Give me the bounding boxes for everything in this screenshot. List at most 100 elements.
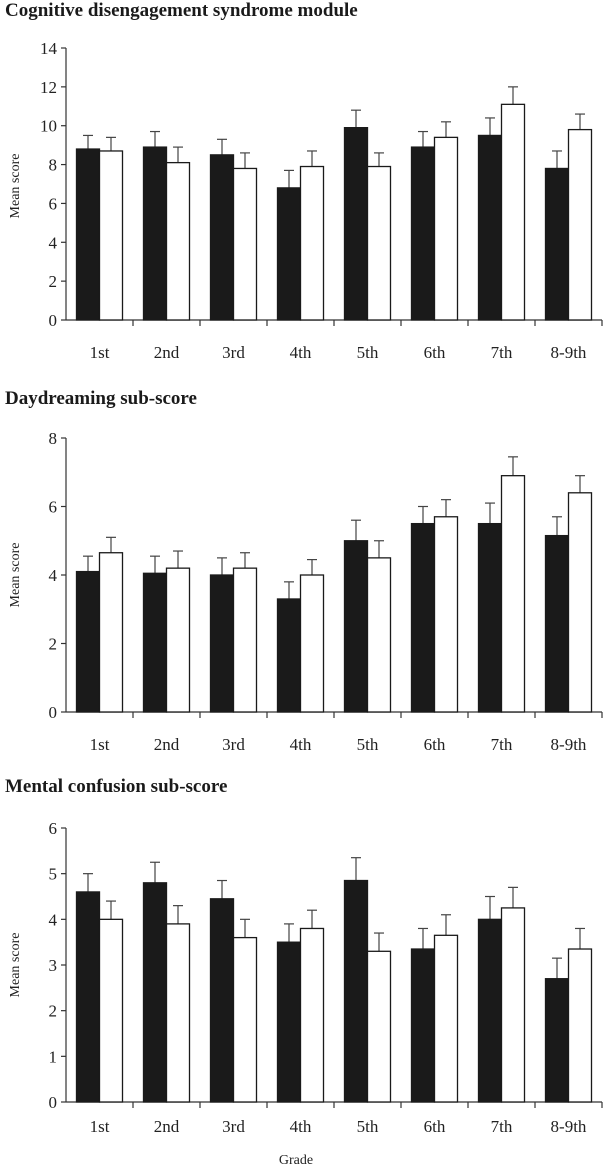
bar-series2: [98, 552, 124, 713]
bar-series2: [433, 516, 459, 713]
bar-series2: [232, 167, 258, 321]
cds-module-panel: Cognitive disengagement syndrome module …: [0, 0, 606, 385]
x-category-label: 8-9th: [551, 1117, 587, 1136]
y-tick-label: 6: [49, 819, 58, 838]
bar-series2: [433, 136, 459, 321]
x-category-label: 1st: [90, 343, 110, 362]
y-tick-label: 0: [49, 1093, 58, 1112]
y-tick-label: 4: [49, 910, 58, 929]
bar-series2: [433, 934, 459, 1103]
bar-series1: [544, 978, 570, 1103]
bar-series2: [299, 927, 325, 1103]
bar-series1: [544, 167, 570, 321]
y-tick-label: 6: [49, 194, 58, 213]
cds-module-chart: 0 2 4 6 8 10 12 14 Mean score 1st 2nd 3rd 4th 5th 6th 7…: [8, 39, 603, 362]
x-category-label: 3rd: [222, 1117, 245, 1136]
bar-series1: [142, 882, 168, 1103]
y-tick-label: 1: [49, 1047, 58, 1066]
bar-series1: [209, 574, 235, 713]
bar-series2: [500, 475, 526, 713]
y-tick-label: 2: [49, 1002, 58, 1021]
x-axis-label: Grade: [279, 1153, 313, 1168]
bar-series2: [299, 574, 325, 713]
bar-series2: [500, 907, 526, 1103]
bar-series1: [142, 572, 168, 713]
x-category-label: 7th: [491, 1117, 513, 1136]
y-tick-label: 2: [49, 272, 58, 291]
x-category-label: 1st: [90, 1117, 110, 1136]
x-category-label: 6th: [424, 735, 446, 754]
bar-series1: [343, 879, 369, 1103]
bar-series1: [410, 948, 436, 1103]
y-axis-label: Mean score: [8, 933, 23, 998]
bar-series1: [410, 146, 436, 321]
bar-series2: [366, 165, 392, 321]
bar-series1: [410, 522, 436, 713]
bar-series1: [343, 127, 369, 321]
bar-series2: [567, 128, 593, 321]
y-tick-label: 0: [49, 703, 58, 722]
x-category-label: 2nd: [154, 343, 180, 362]
bar-series2: [500, 103, 526, 321]
x-category-label: 5th: [357, 735, 379, 754]
bar-series2: [567, 492, 593, 713]
y-tick-label: 0: [49, 311, 58, 330]
bar-series1: [544, 534, 570, 713]
y-tick-label: 4: [49, 233, 58, 252]
y-axis-label: Mean score: [8, 543, 23, 608]
daydreaming-chart: 0 2 4 6 8 Mean score 1st 2nd 3rd 4th 5th 6th 7th 8-9t…: [8, 429, 603, 754]
bar-series1: [75, 570, 101, 713]
y-tick-label: 14: [40, 39, 58, 58]
bar-series2: [299, 165, 325, 321]
bar-series2: [366, 950, 392, 1103]
x-category-label: 7th: [491, 735, 513, 754]
x-category-label: 3rd: [222, 735, 245, 754]
x-category-label: 4th: [290, 735, 312, 754]
y-tick-label: 12: [40, 78, 57, 97]
x-category-label: 2nd: [154, 1117, 180, 1136]
y-tick-label: 8: [49, 156, 58, 175]
bar-series2: [98, 918, 124, 1103]
y-tick-label: 10: [40, 117, 57, 136]
x-category-label: 7th: [491, 343, 513, 362]
bar-series1: [276, 598, 302, 713]
y-tick-label: 8: [49, 429, 58, 448]
x-category-label: 4th: [290, 343, 312, 362]
bar-series2: [232, 936, 258, 1103]
bar-series2: [165, 923, 191, 1103]
bar-series1: [477, 918, 503, 1103]
bar-series2: [232, 567, 258, 713]
bar-series1: [276, 187, 302, 321]
x-category-label: 1st: [90, 735, 110, 754]
y-tick-label: 3: [49, 956, 58, 975]
bar-series1: [142, 146, 168, 321]
bar-series1: [276, 941, 302, 1103]
chart-title: Mental confusion sub-score: [5, 776, 228, 797]
y-tick-label: 4: [49, 566, 58, 585]
chart-title: Cognitive disengagement syndrome module: [5, 0, 358, 21]
x-category-label: 5th: [357, 343, 379, 362]
mental-confusion-chart: 0 1 2 3 4 5 6 Mean score Grade 1st 2nd 3rd 4th 5th 6th…: [8, 819, 603, 1168]
bar-series1: [209, 898, 235, 1103]
y-axis-label: Mean score: [8, 154, 23, 219]
x-category-label: 6th: [424, 1117, 446, 1136]
x-category-label: 6th: [424, 343, 446, 362]
x-category-label: 5th: [357, 1117, 379, 1136]
y-tick-label: 6: [49, 498, 58, 517]
bar-series1: [75, 148, 101, 321]
bar-series1: [477, 134, 503, 321]
bar-series1: [343, 540, 369, 713]
bar-series1: [477, 522, 503, 713]
x-category-label: 4th: [290, 1117, 312, 1136]
daydreaming-panel: Daydreaming sub-score 0 2 4 6 8 Mean score 1st…: [0, 388, 606, 768]
bar-series2: [98, 150, 124, 321]
bar-series2: [366, 557, 392, 713]
chart-title: Daydreaming sub-score: [5, 388, 197, 409]
bar-series2: [165, 161, 191, 321]
x-category-label: 8-9th: [551, 735, 587, 754]
x-category-label: 8-9th: [551, 343, 587, 362]
y-tick-label: 2: [49, 635, 58, 654]
bar-series1: [209, 154, 235, 321]
bar-series2: [165, 567, 191, 713]
bar-series2: [567, 948, 593, 1103]
